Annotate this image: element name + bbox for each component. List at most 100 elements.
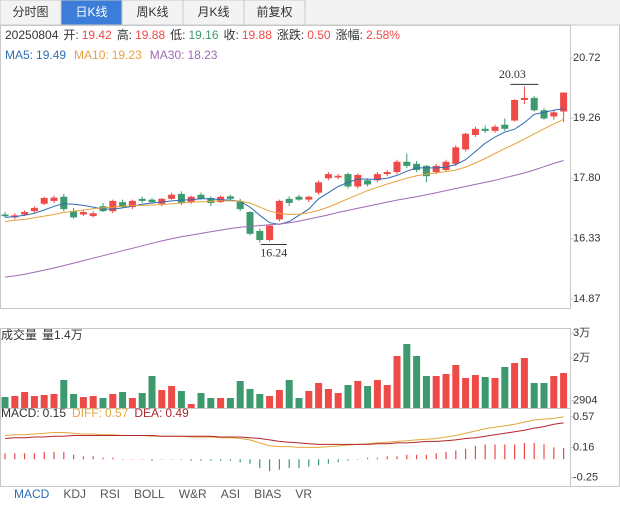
- legend-text: 18.23: [187, 48, 217, 62]
- ma-line: [4, 160, 564, 278]
- candle-body: [119, 202, 127, 208]
- min-label: 16.24: [260, 245, 287, 259]
- candle-body: [168, 194, 176, 199]
- quote-line: 20250804 开: 19.42 高: 19.88 低: 19.16 收: 19.88 涨跌: 0…: [5, 27, 400, 42]
- candle-body: [70, 211, 78, 218]
- volume-bar: [422, 376, 430, 408]
- volume-bar: [383, 385, 391, 408]
- volume-bar: [403, 344, 411, 408]
- volume-bar: [393, 356, 401, 408]
- candle-body: [256, 230, 264, 241]
- quote-field: 19.88: [242, 28, 272, 42]
- volume-bar: [226, 398, 234, 408]
- candle-body: [422, 165, 430, 177]
- volume-bar: [501, 367, 509, 408]
- candle-body: [520, 97, 528, 100]
- tab[interactable]: [121, 0, 184, 26]
- volume-bar: [1, 397, 9, 408]
- volume-bar: [187, 404, 195, 408]
- candle-body: [373, 174, 381, 181]
- quote-field: 收:: [224, 28, 239, 42]
- legend-text: 0.15: [43, 406, 67, 420]
- volume-bar: [177, 391, 185, 408]
- tab[interactable]: [243, 0, 306, 26]
- candle-body: [236, 200, 244, 210]
- candle-body: [275, 200, 283, 220]
- candle-body: [207, 198, 215, 203]
- quote-field: 高:: [117, 27, 132, 42]
- legend-text: 19.23: [112, 48, 142, 62]
- quote-field: 0.50: [307, 28, 331, 42]
- indicator-tab[interactable]: MACD: [14, 487, 50, 501]
- candle-body: [530, 97, 538, 111]
- ma-line: [4, 108, 564, 225]
- volume-bar: [246, 389, 254, 408]
- candle-body: [285, 198, 293, 203]
- indicator-tab[interactable]: W&R: [179, 487, 207, 501]
- volume-bar: [285, 380, 293, 408]
- volume-bar: [462, 378, 470, 408]
- tab-label[interactable]: 周K线: [136, 5, 168, 19]
- candle-body: [491, 126, 499, 131]
- candle-body: [60, 196, 68, 210]
- y-tick-label: 16.33: [573, 233, 601, 245]
- y-tick-label: 20.72: [573, 52, 601, 64]
- volume-bar: [530, 383, 538, 408]
- indicator-tab[interactable]: VR: [295, 487, 312, 501]
- candle-body: [413, 163, 421, 171]
- legend-text: MA5:: [5, 48, 33, 62]
- tab[interactable]: [60, 0, 123, 26]
- y-tick-label: -0.25: [573, 472, 598, 484]
- candle-body: [128, 200, 136, 208]
- candle-body: [393, 161, 401, 173]
- volume-bar: [266, 396, 274, 408]
- volume-bar: [256, 394, 264, 408]
- candle-body: [354, 174, 362, 187]
- volume-bar: [550, 376, 558, 408]
- volume-bar: [364, 386, 372, 408]
- volume-bar: [344, 385, 352, 408]
- legend-text: 成交量: [1, 327, 37, 342]
- volume-bar: [236, 381, 244, 408]
- candle-body: [226, 196, 234, 199]
- legend-text: DIFF:: [72, 406, 102, 420]
- indicator-tab[interactable]: BIAS: [254, 487, 281, 501]
- tab-label[interactable]: 前复权: [256, 4, 292, 19]
- candle-body: [148, 199, 156, 203]
- candle-body: [266, 225, 274, 241]
- tab-label[interactable]: 日K线: [75, 5, 107, 19]
- volume-bar: [11, 396, 19, 408]
- indicator-tab[interactable]: BOLL: [134, 487, 165, 501]
- tab[interactable]: [182, 0, 245, 26]
- candle-body: [560, 92, 568, 112]
- candle-body: [50, 197, 58, 201]
- candle-body: [158, 198, 166, 204]
- volume-bar: [540, 383, 548, 408]
- legend: MA5: 19.49 MA10: 19.23 MA30: 18.23: [5, 48, 218, 62]
- volume-bar: [89, 396, 97, 408]
- y-tick-label: 2904: [573, 395, 597, 407]
- indicator-tab[interactable]: ASI: [221, 487, 240, 501]
- macd-line: [4, 416, 564, 448]
- volume-bar: [432, 376, 440, 408]
- volume-bar: [30, 396, 38, 408]
- volume-bar: [109, 394, 117, 408]
- tab-label[interactable]: 分时图: [12, 5, 48, 19]
- tab[interactable]: [0, 0, 62, 26]
- indicator-tab[interactable]: RSI: [100, 487, 120, 501]
- y-tick-label: 0.16: [573, 441, 594, 453]
- candle-body: [452, 147, 460, 164]
- tab-label[interactable]: 月K线: [197, 5, 229, 19]
- volume-bar: [207, 398, 215, 408]
- candle-body: [109, 200, 117, 212]
- quote-field: 2.58%: [366, 28, 400, 42]
- volume-bar: [128, 398, 136, 408]
- volume-bar: [315, 383, 323, 408]
- indicator-tab[interactable]: KDJ: [63, 487, 86, 501]
- quote-field: 开:: [63, 28, 78, 42]
- candle-body: [481, 128, 489, 131]
- legend-text: 19.49: [36, 48, 66, 62]
- volume-bar: [373, 380, 381, 408]
- y-tick-label: 17.80: [573, 172, 601, 184]
